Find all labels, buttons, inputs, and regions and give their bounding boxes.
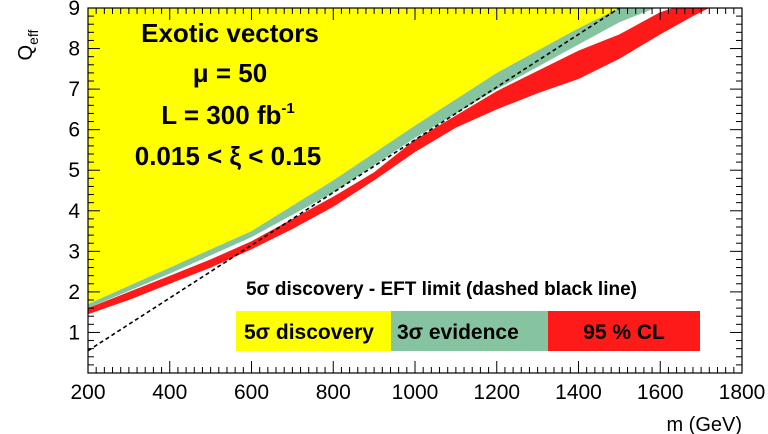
plot-area [88, 8, 710, 352]
annotation-mu: μ = 50 [193, 58, 267, 88]
y-tick-label: 3 [68, 240, 80, 263]
annotation-xi-range: 0.015 < ξ < 0.15 [135, 141, 322, 171]
legend-entry-3sigma: 3σ evidence [397, 321, 519, 344]
y-tick-label: 7 [68, 78, 80, 101]
discovery-5sigma-region [88, 8, 620, 305]
x-tick-label: 400 [152, 381, 187, 404]
y-tick-label: 1 [68, 321, 80, 344]
x-tick-label: 800 [316, 381, 351, 404]
legend-swatch-cl95 [548, 311, 700, 351]
x-tick-label: 1400 [555, 381, 602, 404]
y-tick-label: 8 [68, 38, 80, 61]
y-tick-label: 4 [68, 200, 80, 223]
x-tick-label: 1000 [392, 381, 439, 404]
y-tick-label: 5 [68, 159, 80, 182]
x-tick-label: 1600 [637, 381, 684, 404]
evidence-3sigma-band [88, 8, 656, 309]
x-axis-title: m (GeV) [666, 414, 742, 434]
x-tick-label: 200 [70, 381, 105, 404]
x-axis: 200 400 600 800 1000 1200 1400 1600 1800 [70, 8, 765, 404]
eft-limit-line [88, 8, 620, 352]
legend-entry-cl95: 95 % CL [583, 321, 665, 344]
y-tick-label: 6 [68, 119, 80, 142]
legend-swatch-3sigma [391, 311, 548, 351]
x-tick-label: 1800 [719, 381, 766, 404]
y-tick-label: 9 [68, 0, 80, 20]
legend-swatch-5sigma [236, 311, 391, 351]
x-tick-label: 1200 [473, 381, 520, 404]
x-tick-label: 600 [234, 381, 269, 404]
y-axis: 1 2 3 4 5 6 7 8 9 [68, 0, 742, 374]
legend-title: 5σ discovery - EFT limit (dashed black l… [246, 279, 637, 300]
annotation-luminosity: L = 300 fb-1 [161, 100, 295, 130]
annotation-title: Exotic vectors [141, 18, 319, 48]
y-axis-title: Qeff [15, 29, 41, 60]
svg-text:Qeff: Qeff [15, 29, 41, 60]
cl95-band [88, 8, 710, 315]
y-tick-label: 2 [68, 281, 80, 304]
legend-entry-5sigma: 5σ discovery [244, 321, 374, 344]
